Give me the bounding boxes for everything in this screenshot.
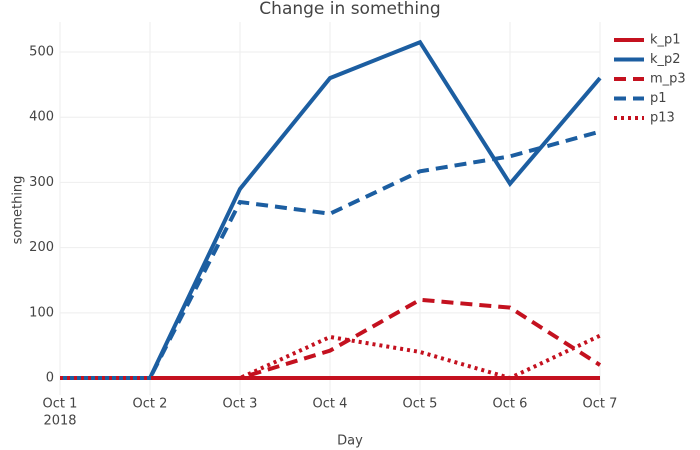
legend-label: k_p1: [650, 33, 681, 48]
y-axis-label: something: [11, 176, 26, 245]
series-line: [60, 39, 602, 381]
y-tick-label: 300: [29, 175, 54, 190]
legend-label: m_p3: [650, 72, 686, 87]
x-year-label: 2018: [43, 414, 76, 429]
x-tick-label: Oct 5: [403, 397, 438, 412]
legend-label: k_p2: [650, 52, 681, 67]
x-tick-label: Oct 4: [313, 397, 348, 412]
x-tick-label: Oct 1: [43, 397, 78, 412]
y-tick-label: 400: [29, 110, 54, 125]
x-axis-label: Day: [337, 434, 363, 449]
series-line: [60, 297, 602, 381]
series-line: [60, 333, 601, 381]
legend-label: p1: [650, 91, 667, 106]
chart-title: Change in something: [259, 0, 440, 19]
y-tick-label: 100: [29, 305, 54, 320]
x-tick-label: Oct 6: [493, 397, 528, 412]
x-tick-label: Oct 7: [583, 397, 618, 412]
x-tick-label: Oct 2: [133, 397, 168, 412]
legend-label: p13: [650, 111, 675, 126]
y-tick-label: 0: [46, 371, 54, 386]
y-tick-label: 200: [29, 240, 54, 255]
x-tick-label: Oct 3: [223, 397, 258, 412]
y-tick-label: 500: [29, 44, 54, 59]
